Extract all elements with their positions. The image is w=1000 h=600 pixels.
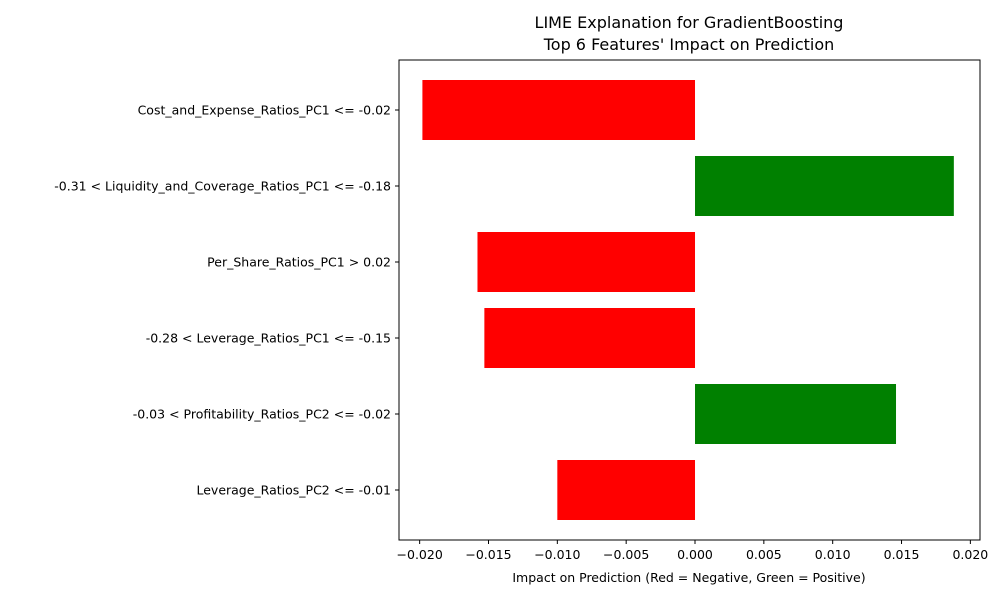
bars-group: [422, 80, 954, 520]
bar-4: [484, 308, 696, 368]
x-tick-label: −0.020: [397, 547, 443, 562]
x-tick-label: 0.005: [746, 547, 782, 562]
bar-1: [422, 80, 696, 140]
x-tick-label: 0.015: [884, 547, 920, 562]
x-tick-label: 0.010: [815, 547, 851, 562]
x-tick-label: −0.015: [465, 547, 511, 562]
x-axis-label: Impact on Prediction (Red = Negative, Gr…: [512, 570, 865, 585]
plot-frame: [398, 59, 981, 541]
x-axis: −0.020 −0.015 −0.010 −0.005 0.000 0.005 0.010 0…: [397, 540, 988, 562]
bar-2: [695, 156, 954, 216]
y-tick-label: -0.28 < Leverage_Ratios_PC1 <= -0.15: [146, 331, 391, 346]
chart-title: LIME Explanation for GradientBoosting: [535, 13, 844, 32]
x-tick-label: −0.005: [603, 547, 649, 562]
chart-subtitle: Top 6 Features' Impact on Prediction: [543, 35, 835, 54]
bar-3: [477, 232, 696, 292]
bar-5: [695, 384, 897, 444]
y-tick-label: -0.31 < Liquidity_and_Coverage_Ratios_PC…: [54, 179, 391, 194]
x-tick-label: 0.000: [677, 547, 713, 562]
y-tick-label: Per_Share_Ratios_PC1 > 0.02: [207, 255, 391, 270]
y-tick-label: Cost_and_Expense_Ratios_PC1 <= -0.02: [138, 103, 391, 118]
bar-6: [557, 460, 696, 520]
y-axis: Cost_and_Expense_Ratios_PC1 <= -0.02 -0.3…: [54, 103, 399, 498]
y-tick-label: Leverage_Ratios_PC2 <= -0.01: [196, 483, 391, 498]
x-tick-label: 0.020: [952, 547, 988, 562]
y-tick-label: -0.03 < Profitability_Ratios_PC2 <= -0.0…: [133, 407, 391, 422]
x-tick-label: −0.010: [534, 547, 580, 562]
